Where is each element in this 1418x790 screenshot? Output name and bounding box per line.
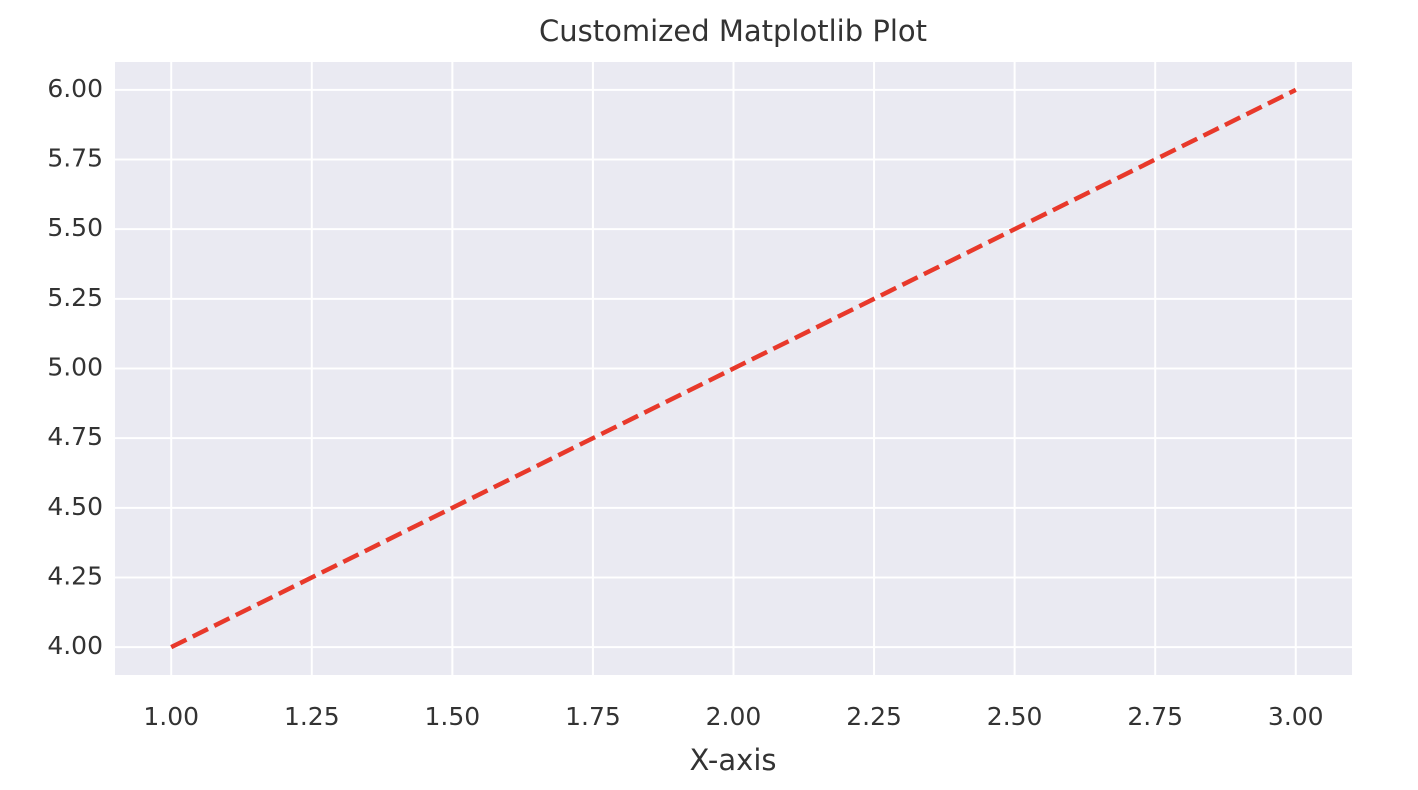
x-tick-label: 1.25 (284, 702, 340, 731)
x-tick-label: 1.75 (565, 702, 621, 731)
chart-title: Customized Matplotlib Plot (539, 14, 927, 48)
y-tick-label: 5.50 (47, 213, 103, 242)
y-tick-label: 5.00 (47, 353, 103, 382)
y-tick-label: 5.75 (47, 144, 103, 173)
y-tick-label: 4.25 (47, 561, 103, 590)
x-tick-label: 1.50 (425, 702, 481, 731)
x-axis-label: X-axis (690, 743, 777, 777)
x-tick-label: 2.75 (1127, 702, 1183, 731)
x-tick-label: 1.00 (143, 702, 199, 731)
y-tick-label: 4.00 (47, 631, 103, 660)
y-tick-label: 4.75 (47, 422, 103, 451)
x-tick-label: 2.00 (706, 702, 762, 731)
x-tick-label: 2.50 (987, 702, 1043, 731)
y-tick-label: 5.25 (47, 283, 103, 312)
x-tick-label: 2.25 (846, 702, 902, 731)
y-tick-label: 4.50 (47, 492, 103, 521)
line-series (170, 87, 1297, 650)
x-tick-label: 3.00 (1268, 702, 1324, 731)
y-tick-label: 6.00 (47, 74, 103, 103)
